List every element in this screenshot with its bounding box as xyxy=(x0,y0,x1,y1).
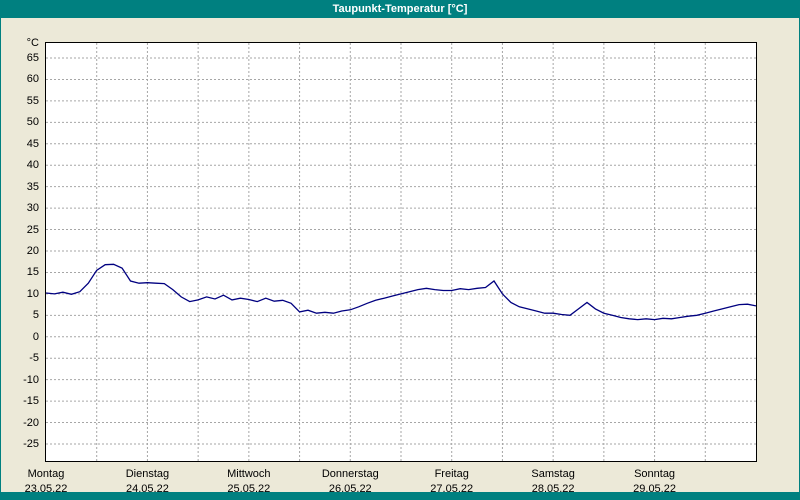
chart-title-bar: Taupunkt-Temperatur [°C] xyxy=(1,1,799,18)
day-name: Freitag xyxy=(434,468,469,480)
day-name: Sonntag xyxy=(634,468,676,480)
y-tick-label: 30 xyxy=(26,202,39,215)
y-tick-label: 15 xyxy=(26,266,39,279)
y-tick-label: 20 xyxy=(26,245,39,257)
y-tick-label: -20 xyxy=(23,416,39,429)
chart-title: Taupunkt-Temperatur [°C] xyxy=(332,3,468,15)
y-axis-unit-label: °C xyxy=(26,37,39,49)
y-tick-label: -25 xyxy=(23,438,39,450)
plot-area xyxy=(45,42,757,462)
y-tick-label: 65 xyxy=(26,52,39,64)
y-tick-label: 40 xyxy=(26,159,39,172)
y-tick-label: 55 xyxy=(26,94,39,107)
day-name: Dienstag xyxy=(125,468,170,480)
y-tick-label: 25 xyxy=(26,223,39,236)
day-name: Mittwoch xyxy=(227,468,271,480)
y-tick-label: 60 xyxy=(26,73,39,86)
y-axis-tick-labels: 65 60 55 50 45 40 35 30 25 20 15 10 5 0 -5 -10 -15 -20 -25 xyxy=(1,43,42,461)
bottom-bar xyxy=(1,492,799,499)
day-name: Samstag xyxy=(531,468,575,480)
dewpoint-temperature-line xyxy=(46,263,756,321)
y-tick-label: 0 xyxy=(32,330,39,343)
day-name: Donnerstag xyxy=(321,468,379,480)
y-tick-label: -15 xyxy=(23,395,39,408)
chart-canvas xyxy=(46,43,756,461)
y-tick-label: 35 xyxy=(26,180,39,193)
y-tick-label: 10 xyxy=(26,287,39,300)
y-tick-label: -5 xyxy=(29,352,39,365)
y-tick-label: 5 xyxy=(32,309,39,322)
y-tick-label: 50 xyxy=(26,116,39,129)
day-name: Montag xyxy=(27,468,65,480)
y-tick-label: -10 xyxy=(23,373,39,386)
y-tick-label: 45 xyxy=(26,137,39,150)
